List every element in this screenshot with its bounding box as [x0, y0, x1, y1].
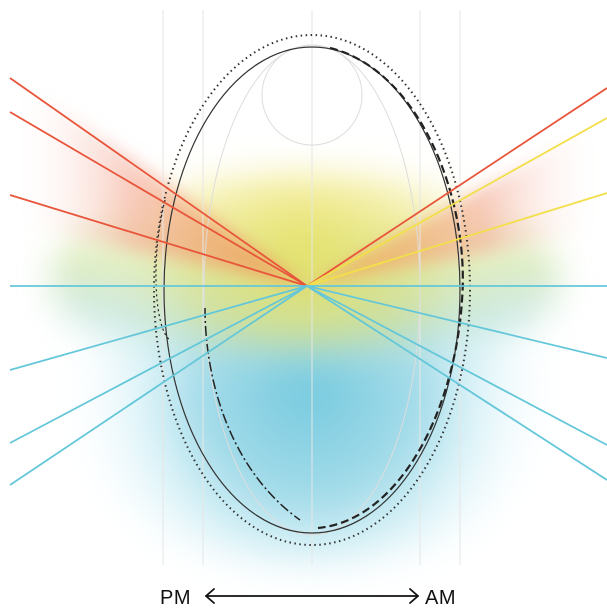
ray-yellow-right-2 — [306, 192, 607, 287]
ray-blue-right-2 — [306, 285, 607, 446]
ray-blue-left-2 — [9, 285, 308, 444]
double-headed-horizontal-arrow-icon — [205, 588, 419, 604]
ellipse-paths — [153, 34, 471, 546]
ray-red-left-2 — [9, 111, 308, 287]
ray-red-left-1 — [9, 77, 308, 287]
pm-label: PM — [160, 587, 191, 609]
ray-blue-right-1 — [306, 285, 607, 359]
ray-blue-right-3 — [306, 285, 607, 481]
color-glow — [10, 70, 607, 565]
ray-red-left-3 — [9, 194, 308, 287]
am-label: AM — [425, 587, 456, 609]
ray-blue-left-3 — [9, 285, 308, 486]
ray-yellow-right-1 — [306, 117, 607, 287]
ray-blue-left-1 — [9, 285, 308, 371]
ray-red-right-1 — [306, 87, 607, 287]
rays — [9, 77, 607, 486]
